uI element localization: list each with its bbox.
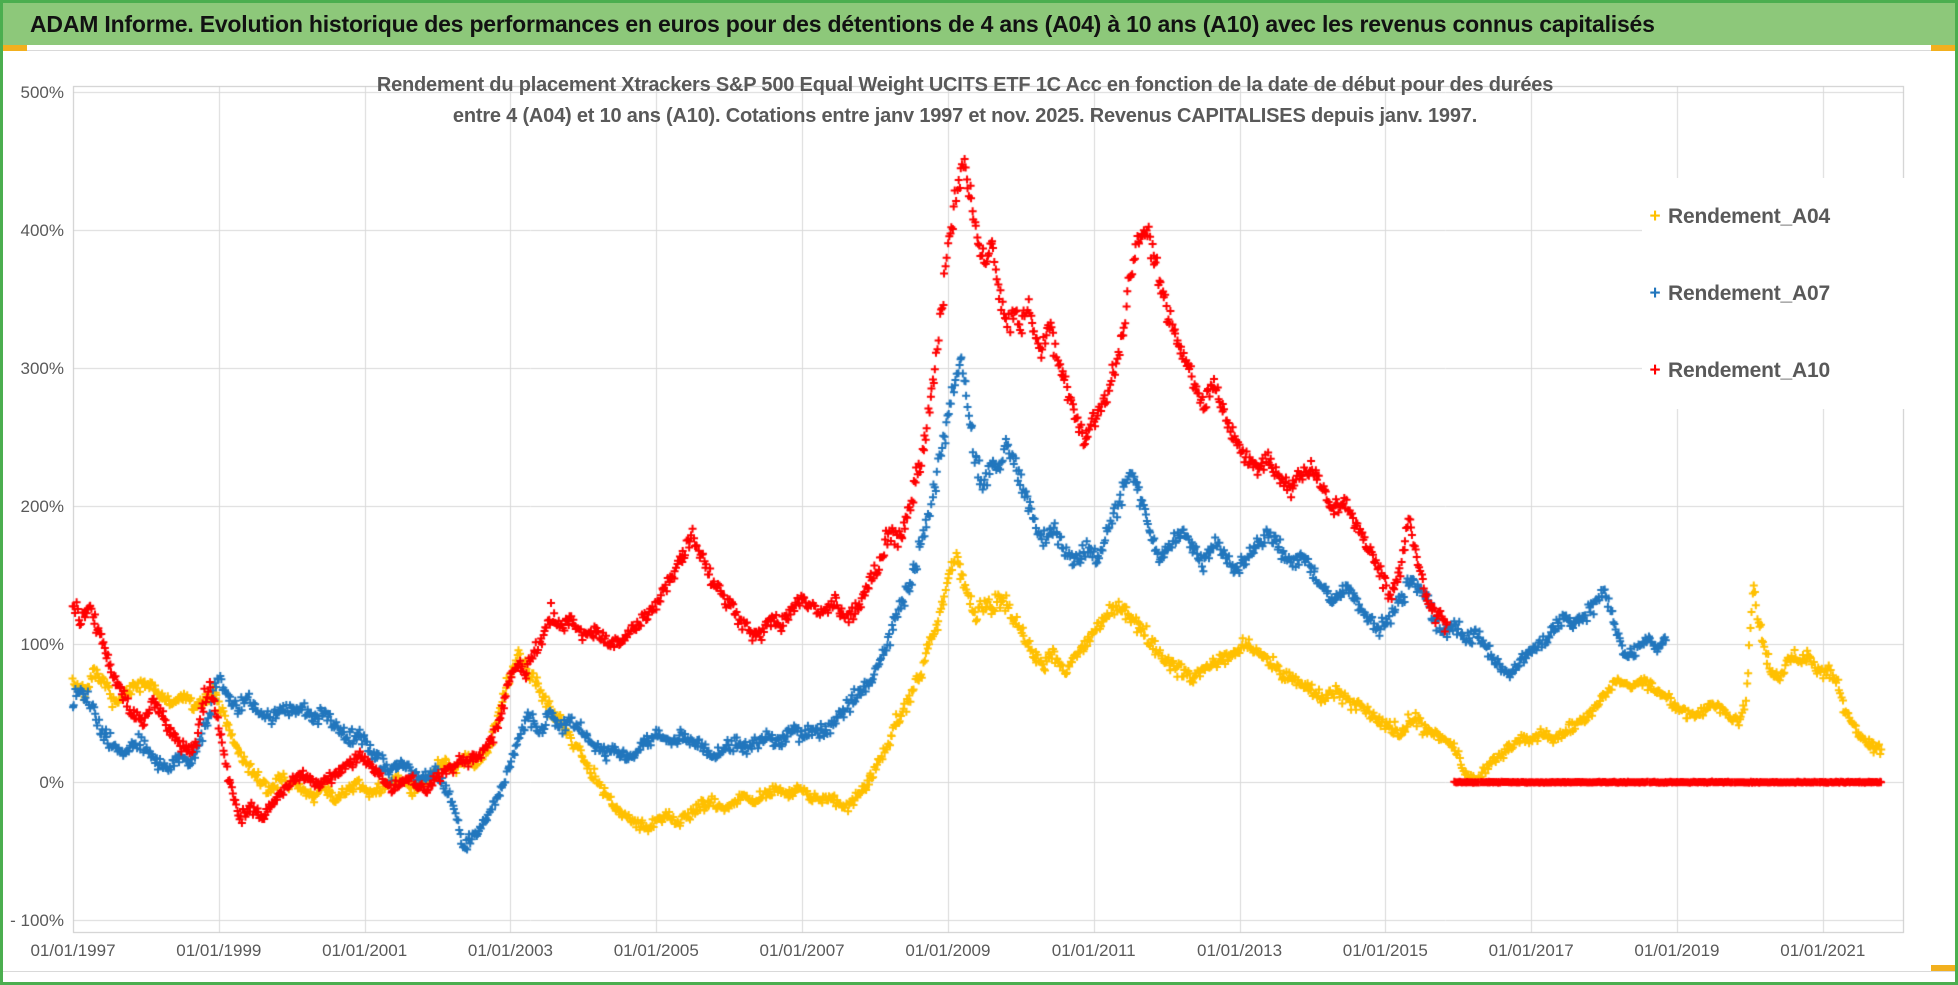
x-axis-tick-label: 01/01/2021 (1780, 941, 1866, 960)
legend-label: Rendement_A07 (1668, 281, 1830, 305)
page-title: ADAM Informe. Evolution historique des p… (30, 11, 1655, 37)
legend-item-rendement_a10: + Rendement_A10 (1642, 332, 1914, 409)
y-axis-tick-label: 100% (20, 635, 64, 655)
legend-label: Rendement_A04 (1668, 204, 1830, 228)
selection-handle-bottom-right (1931, 965, 1955, 971)
selection-handle-top-left (3, 45, 27, 51)
legend-item-rendement_a04: + Rendement_A04 (1642, 178, 1914, 255)
x-axis-tick-label: 01/01/2017 (1488, 941, 1574, 960)
x-axis-tick-label: 01/01/2011 (1051, 941, 1136, 960)
y-axis-tick-label: 500% (20, 83, 64, 103)
title-bar: ADAM Informe. Evolution historique des p… (3, 3, 1955, 45)
y-axis-tick-label: 200% (20, 497, 64, 517)
x-axis-tick-label: 01/01/2019 (1634, 941, 1720, 960)
chart-legend: + Rendement_A04 + Rendement_A07 + Rendement_A… (1642, 178, 1914, 409)
x-axis-tick-label: 01/01/2001 (322, 941, 408, 960)
x-axis-tick-label: 01/01/1997 (30, 941, 116, 960)
x-axis-tick-label: 01/01/2003 (467, 941, 553, 960)
x-axis-tick-label: 01/01/2007 (759, 941, 845, 960)
x-axis-tick-label: 01/01/2015 (1342, 941, 1428, 960)
selection-handle-top-right (1931, 45, 1955, 51)
chart-title-line-1: Rendement du placement Xtrackers S&P 500… (376, 74, 1554, 96)
x-axis-tick-label: 01/01/2013 (1196, 941, 1283, 960)
legend-plus-marker-icon: + (1649, 206, 1661, 227)
header-divider (3, 50, 1955, 51)
x-axis-tick-label: 01/01/1999 (176, 941, 262, 960)
legend-item-rendement_a07: + Rendement_A07 (1642, 255, 1914, 332)
x-axis-tick-label: 01/01/2009 (905, 941, 991, 960)
chart-title-line-2: entre 4 (A04) et 10 ans (A10). Cotations… (452, 105, 1478, 127)
y-axis-tick-label: - 100% (10, 911, 64, 931)
footer-divider (3, 971, 1955, 972)
y-axis-tick-label: 300% (20, 359, 64, 379)
legend-plus-marker-icon: + (1649, 283, 1661, 304)
y-axis-tick-label: 400% (20, 221, 64, 241)
chart-title: Rendement du placement Xtrackers S&P 500… (250, 70, 1680, 132)
y-axis-tick-label: 0% (39, 773, 64, 793)
legend-plus-marker-icon: + (1649, 360, 1661, 381)
legend-label: Rendement_A10 (1668, 358, 1830, 382)
x-axis-tick-label: 01/01/2005 (613, 941, 699, 960)
